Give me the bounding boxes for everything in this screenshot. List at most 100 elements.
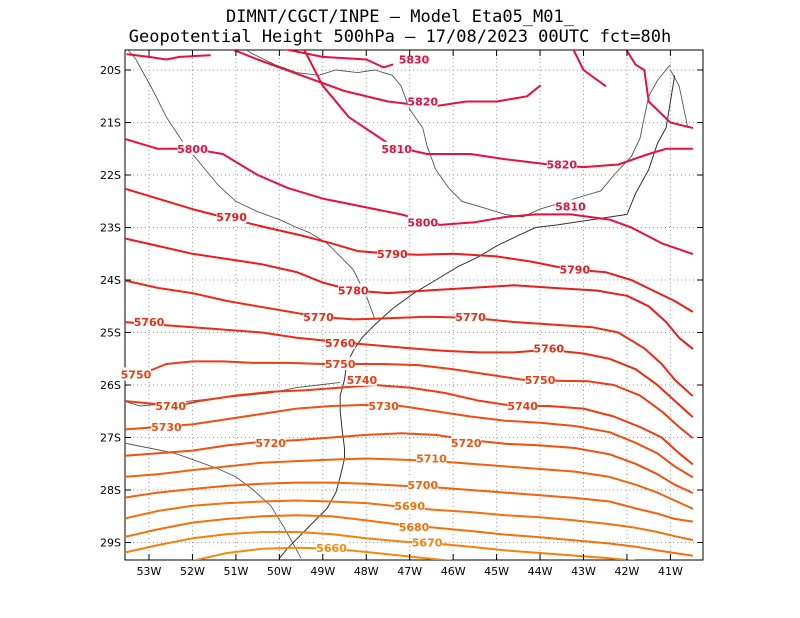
contour-label-5720: 5720 — [451, 437, 482, 450]
contour-label-bg — [377, 246, 408, 260]
contour-label-bg — [399, 519, 430, 533]
lat-tick-label: 24S — [100, 274, 121, 287]
contour-line-5800 — [125, 137, 694, 255]
lat-tick-label: 25S — [100, 327, 121, 340]
contour-label-5720: 5720 — [255, 437, 286, 450]
contour-label-bg — [316, 540, 347, 554]
lat-tick-label: 29S — [100, 537, 121, 550]
contour-label-5730: 5730 — [368, 400, 399, 413]
contour-label-5830: 5830 — [399, 54, 430, 67]
height-contours — [125, 50, 694, 560]
contour-label-5760: 5760 — [533, 342, 564, 355]
map-title-line-1: DIMNT/CGCT/INPE – Model Eta05_M01_ — [226, 7, 574, 27]
contour-line-5750 — [125, 360, 694, 439]
lon-tick-label: 48W — [354, 565, 379, 578]
contour-label-5820: 5820 — [407, 96, 438, 109]
contour-label-5710: 5710 — [416, 453, 447, 466]
lat-tick-label: 27S — [100, 432, 121, 445]
contour-label-bg — [407, 94, 438, 108]
map-frame — [124, 49, 704, 561]
contour-label-bg — [381, 141, 412, 155]
contour-line-5780 — [125, 237, 694, 350]
contour-label-bg — [216, 210, 247, 223]
contour-line-5730 — [125, 403, 694, 478]
contour-label-bg — [399, 52, 430, 66]
contour-label-bg — [155, 399, 186, 412]
lon-tick-label: 47W — [397, 565, 422, 578]
contour-label-bg — [325, 357, 356, 370]
contour-label-bg — [559, 262, 590, 276]
contour-line-5720 — [125, 432, 694, 494]
lat-tick-label: 21S — [100, 117, 121, 130]
contour-label-5750: 5750 — [525, 374, 556, 387]
contour-line-5820 — [625, 50, 694, 129]
state-border-line — [245, 50, 523, 218]
contour-labels: 5830 5820 5820 5810 5810 5800 5800 5790 5790 5790… — [120, 52, 590, 555]
contour-label-5800: 5800 — [407, 216, 438, 229]
contour-label-bg — [303, 309, 334, 323]
contour-line-5760 — [125, 321, 694, 418]
contour-line-5740 — [125, 384, 694, 465]
contour-label-bg — [407, 477, 438, 491]
contour-label-5810: 5810 — [555, 201, 586, 214]
contour-label-5670: 5670 — [412, 537, 443, 550]
contour-line-5660 — [191, 546, 455, 560]
contour-label-5770: 5770 — [455, 311, 486, 324]
contour-label-bg — [346, 372, 377, 386]
lon-tick-label: 52W — [180, 565, 205, 578]
contour-label-bg — [177, 141, 208, 155]
contour-label-5790: 5790 — [559, 264, 590, 277]
contour-label-5790: 5790 — [377, 248, 408, 261]
contour-label-bg — [533, 341, 564, 355]
contour-label-bg — [455, 309, 486, 323]
contour-label-5740: 5740 — [155, 400, 186, 413]
contour-label-5770: 5770 — [303, 311, 334, 324]
contour-label-bg — [368, 399, 399, 412]
contour-label-5680: 5680 — [399, 521, 430, 534]
contour-label-bg — [325, 336, 356, 349]
map-title-line-2: Geopotential Height 500hPa – 17/08/2023 … — [128, 27, 672, 47]
contour-line-5810 — [303, 50, 694, 169]
state-border-line — [522, 64, 671, 218]
contour-label-5750: 5750 — [121, 369, 152, 382]
lat-tick-label: 28S — [100, 484, 121, 497]
contour-label-bg — [555, 199, 586, 213]
contour-label-bg — [507, 399, 538, 412]
lon-tick-label: 50W — [267, 565, 292, 578]
state-border-line — [127, 50, 376, 320]
contour-label-bg — [451, 435, 482, 449]
contour-label-5820: 5820 — [546, 159, 577, 172]
contour-label-bg — [407, 215, 438, 229]
contour-label-bg — [412, 535, 443, 549]
contour-line-5830 — [283, 50, 394, 69]
contour-line-5690 — [125, 499, 694, 541]
contour-line-5830 — [572, 50, 607, 87]
longitude-axis: 53W 52W 51W 50W 49W 48W 47W 46W 45W 44W 43W 42W 41W — [137, 50, 683, 578]
contour-label-5730: 5730 — [151, 421, 182, 434]
contour-label-5810: 5810 — [381, 143, 412, 156]
contour-line-5830 — [126, 53, 211, 61]
contour-label-bg — [338, 283, 369, 297]
lon-tick-label: 53W — [137, 565, 162, 578]
lon-tick-label: 51W — [223, 565, 248, 578]
contour-label-5780: 5780 — [338, 285, 369, 298]
contour-label-5660: 5660 — [316, 542, 347, 555]
contour-line-5680 — [125, 514, 694, 557]
contour-label-bg — [255, 435, 286, 449]
lon-tick-label: 46W — [441, 565, 466, 578]
contour-label-bg — [416, 451, 447, 465]
contour-label-bg — [120, 367, 151, 381]
contour-label-5800: 5800 — [177, 143, 208, 156]
lat-tick-label: 26S — [100, 379, 121, 392]
lon-tick-label: 41W — [658, 565, 683, 578]
contour-label-5740: 5740 — [347, 374, 378, 387]
lon-tick-label: 49W — [310, 565, 335, 578]
contour-label-bg — [134, 315, 164, 328]
contour-label-5700: 5700 — [407, 479, 438, 492]
lon-tick-label: 45W — [484, 565, 509, 578]
lat-tick-label: 23S — [100, 222, 121, 235]
latitude-axis: 20S 21S 22S 23S 24S 25S 26S 27S 28S 29S — [100, 64, 703, 550]
contour-label-5740: 5740 — [507, 400, 538, 413]
contour-label-5760: 5760 — [134, 316, 165, 329]
lon-tick-label: 43W — [571, 565, 596, 578]
